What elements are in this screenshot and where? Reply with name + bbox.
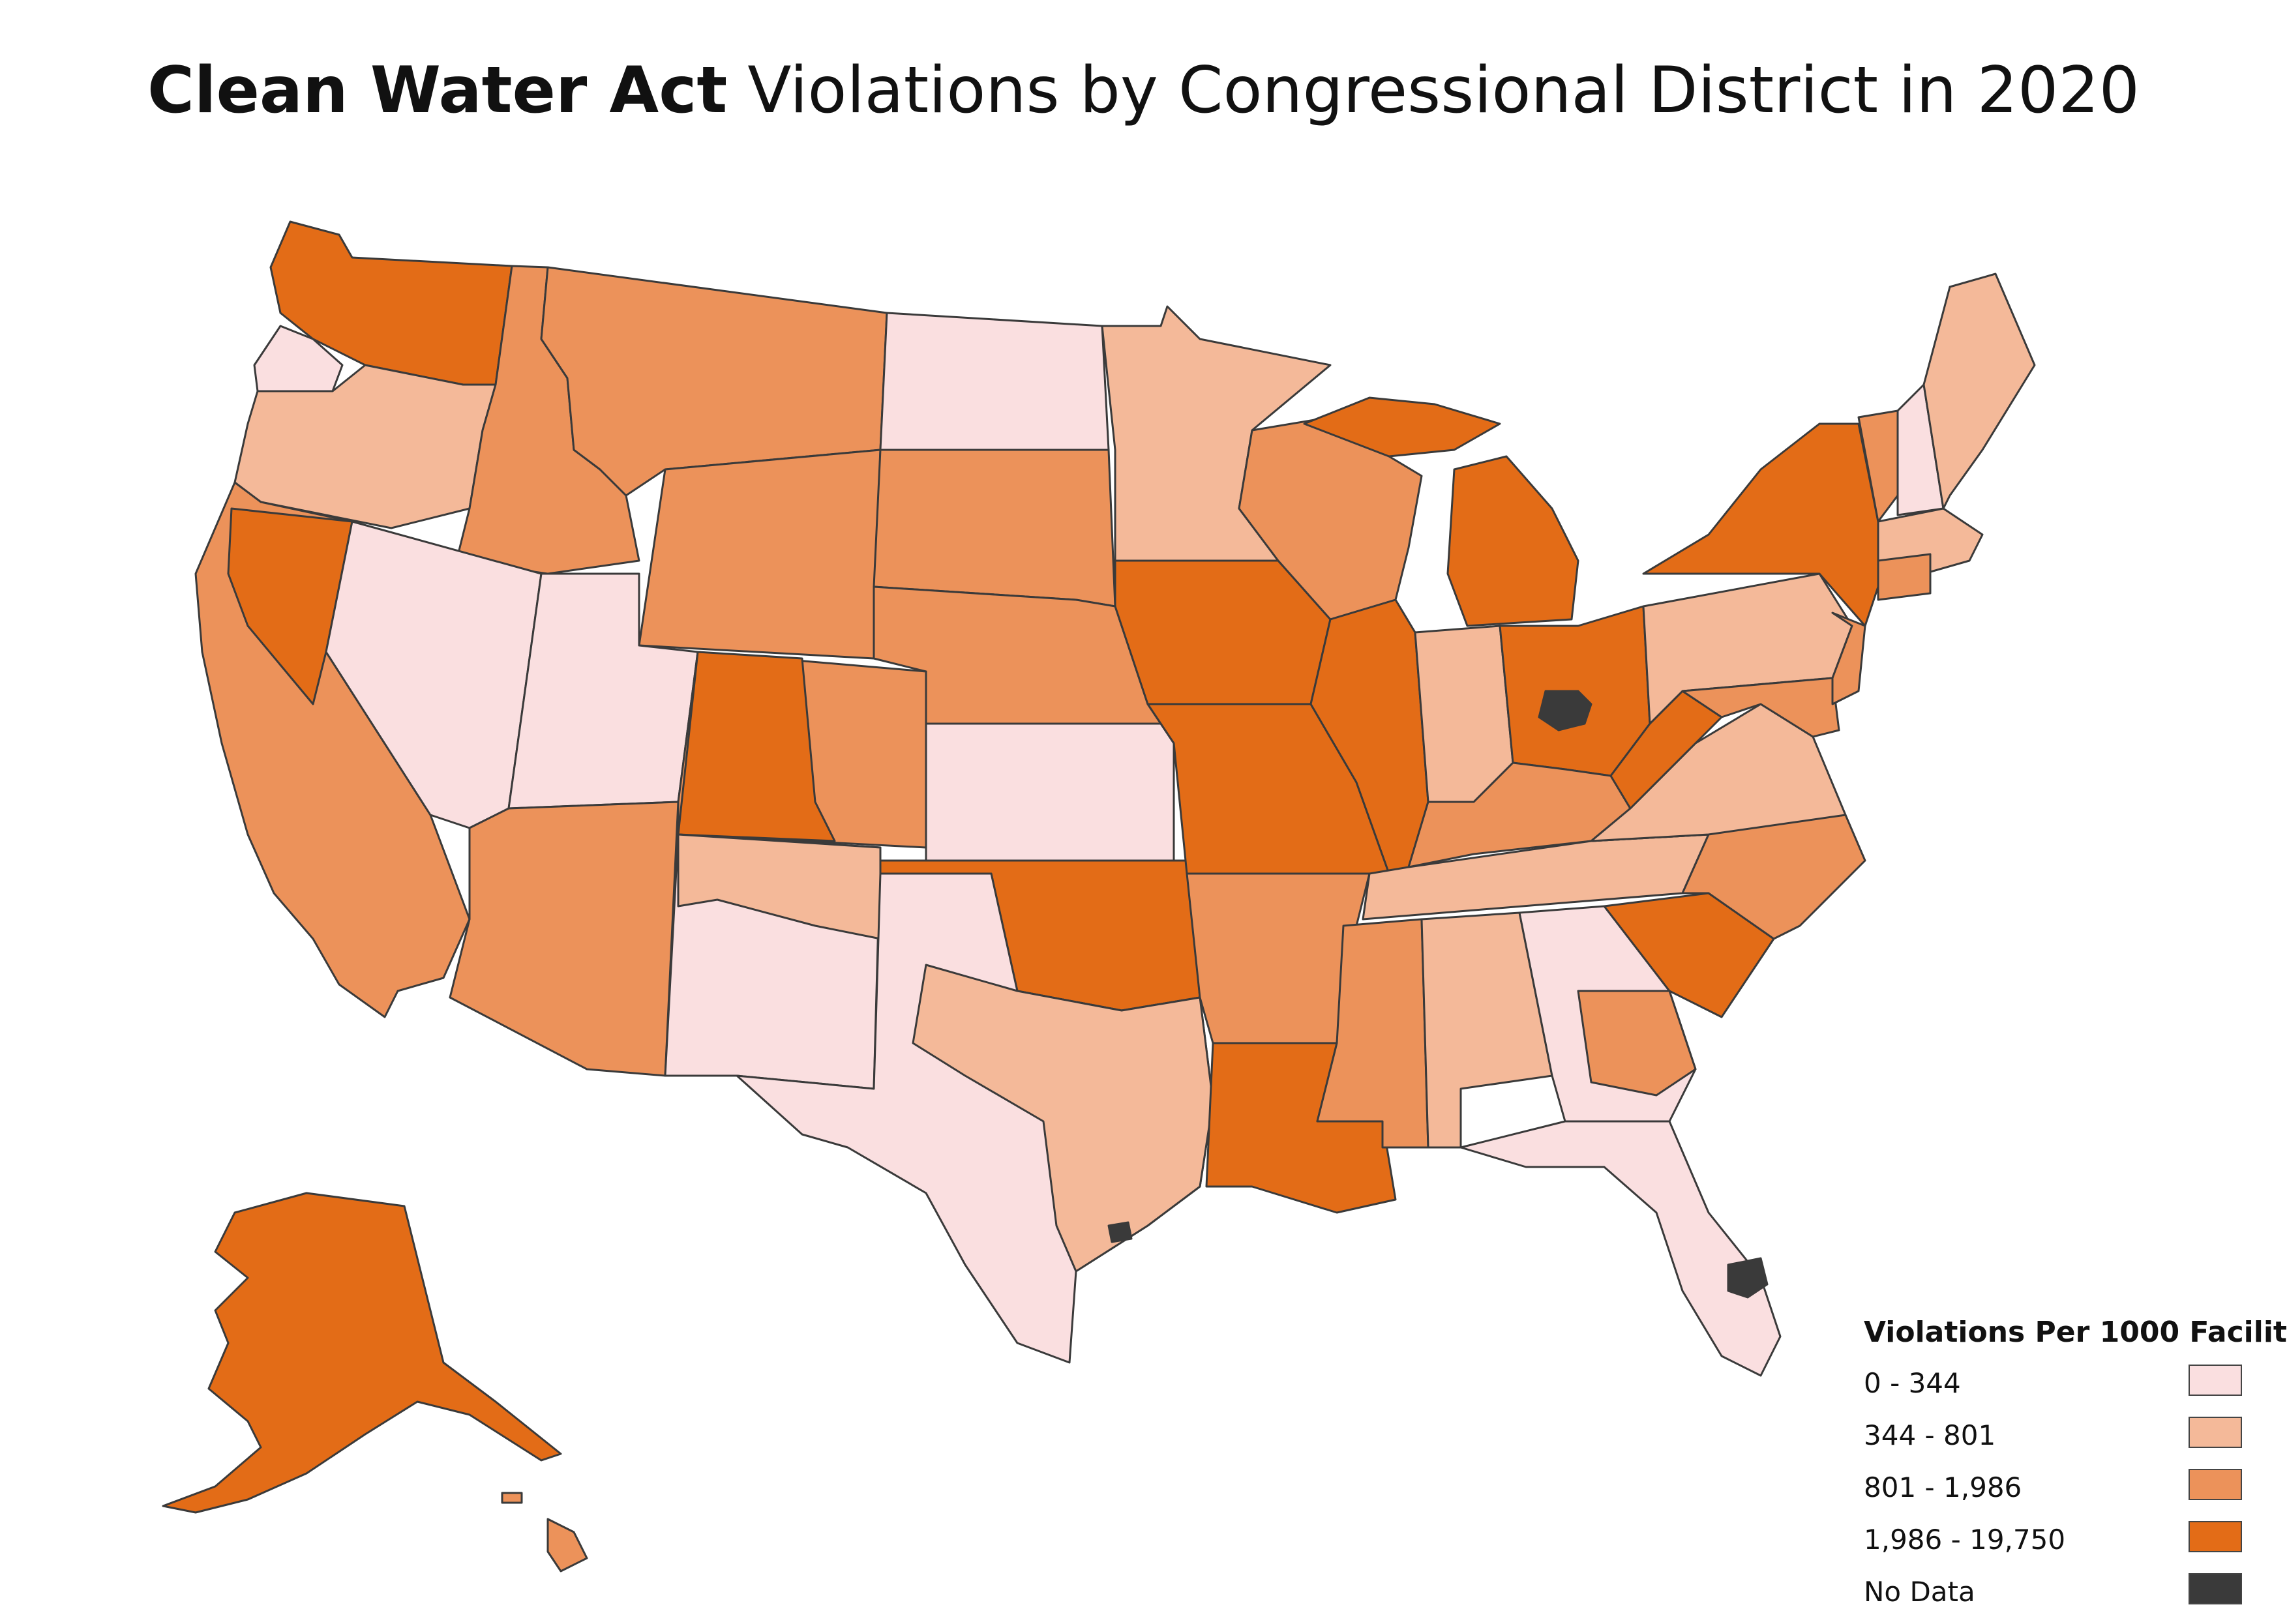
legend-item-swatch — [2189, 1573, 2242, 1604]
legend-item-swatch — [2189, 1521, 2242, 1552]
legend: Violations Per 1000 Facilities 0 - 344 34… — [1864, 1316, 2287, 1624]
state-michigan-upper — [1303, 396, 1501, 458]
region-georgia-east — [1577, 990, 1697, 1097]
state-michigan-lower — [1446, 455, 1579, 627]
state-hawaii — [546, 1518, 588, 1572]
region-no-data-ohio — [1538, 690, 1592, 731]
hawaii-island-small — [501, 1492, 523, 1504]
legend-item-label: 344 - 801 — [1864, 1419, 1996, 1451]
map-title: Clean Water Act Violations by Congressio… — [0, 53, 2287, 128]
state-wyoming — [638, 449, 882, 660]
state-arizona — [449, 801, 680, 1077]
state-south-carolina — [1603, 892, 1775, 1018]
legend-item-label: 1,986 - 19,750 — [1864, 1524, 2066, 1556]
state-south-dakota — [873, 449, 1116, 608]
legend-item: No Data — [1864, 1572, 2242, 1624]
state-connecticut — [1877, 553, 1932, 601]
legend-item-swatch — [2189, 1417, 2242, 1448]
region-colorado-west — [677, 651, 836, 842]
legend-item: 0 - 344 — [1864, 1363, 2242, 1415]
legend-item: 1,986 - 19,750 — [1864, 1520, 2242, 1572]
legend-item: 344 - 801 — [1864, 1415, 2242, 1468]
legend-item-label: No Data — [1864, 1576, 1975, 1608]
region-no-data-florida — [1727, 1257, 1769, 1299]
state-kentucky — [1407, 761, 1632, 868]
legend-item-label: 801 - 1,986 — [1864, 1471, 2022, 1503]
legend-item-swatch — [2189, 1365, 2242, 1396]
map-title-rest: Violations by Congressional District in … — [747, 53, 2140, 128]
state-north-dakota — [879, 312, 1110, 451]
region-no-data-houston — [1107, 1221, 1133, 1243]
legend-item-swatch — [2189, 1469, 2242, 1500]
legend-title: Violations Per 1000 Facilities — [1864, 1316, 2287, 1349]
region-texas-east — [912, 964, 1214, 1273]
state-maine — [1922, 273, 2036, 510]
legend-item: 801 - 1,986 — [1864, 1468, 2242, 1520]
map-title-bold: Clean Water Act — [147, 53, 728, 128]
state-north-carolina — [1590, 814, 1866, 940]
region-new-mexico-east — [677, 833, 882, 940]
state-new-hampshire — [1896, 383, 1945, 516]
state-alaska — [162, 1192, 562, 1514]
state-indiana — [1414, 625, 1514, 803]
legend-item-label: 0 - 344 — [1864, 1367, 1961, 1399]
state-kansas — [925, 722, 1175, 862]
state-florida — [1459, 1120, 1782, 1377]
